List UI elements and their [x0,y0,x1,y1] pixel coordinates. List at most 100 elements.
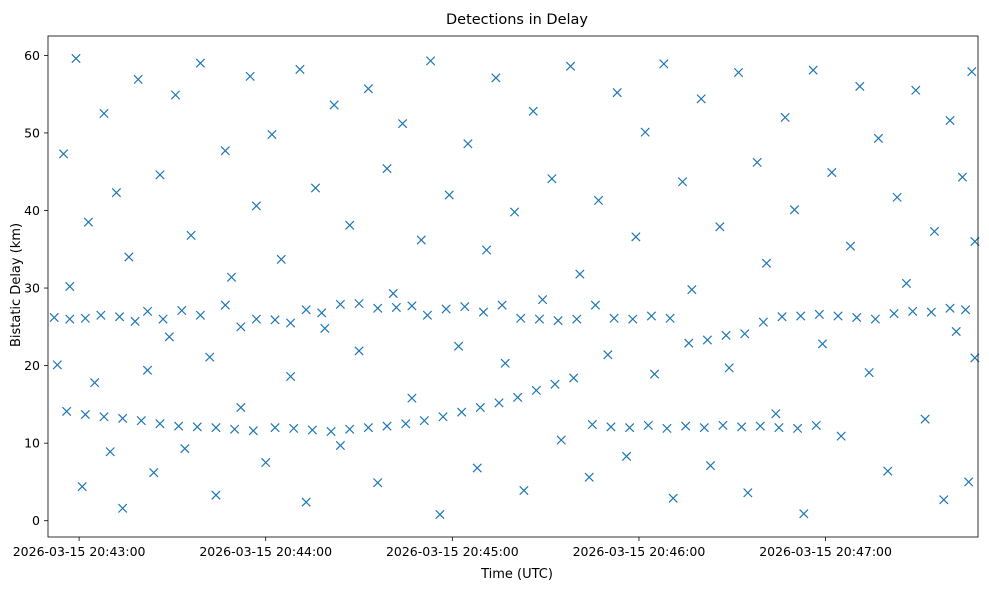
data-point [62,406,72,416]
data-point [758,317,769,327]
data-point [229,424,240,434]
x-tick-label: 2026-03-15 20:47:00 [759,544,892,559]
data-point [665,313,675,323]
data-point [391,302,401,313]
data-point [777,312,787,322]
data-point [659,59,669,69]
data-point [699,423,709,433]
data-point [382,163,392,174]
data-point [220,146,230,156]
data-point [513,392,523,403]
data-point [792,423,803,434]
data-point [441,304,451,314]
data-point [537,295,548,305]
data-point [285,318,296,328]
data-point [158,314,168,324]
data-point [911,85,921,95]
data-point [457,407,467,417]
data-point [799,509,809,519]
data-point [481,245,492,255]
data-point [407,393,417,403]
data-point [301,305,311,315]
data-point [733,67,744,78]
data-point [827,167,837,178]
data-point [236,402,246,413]
data-point [534,314,545,324]
data-point [326,426,336,437]
data-point [345,220,355,230]
data-point [550,379,560,389]
data-point [307,425,318,435]
data-point [864,367,874,378]
data-point [852,312,862,323]
data-point [401,419,411,429]
data-point [124,252,134,262]
data-point [354,346,364,356]
data-point [438,412,448,422]
data-point [407,301,417,311]
data-point [77,481,87,492]
data-point [721,330,731,340]
data-point [397,119,408,129]
data-point [211,490,221,500]
y-tick-label: 10 [24,436,40,451]
data-point [705,461,716,471]
data-point [609,313,619,323]
data-point [416,235,426,245]
data-point [715,222,725,232]
data-point [105,447,115,457]
data-point [789,205,800,215]
data-point [939,495,949,505]
data-point [631,232,641,242]
data-point [65,281,75,292]
data-point [453,341,464,351]
data-point [136,416,146,426]
y-tick-label: 0 [32,513,40,528]
y-tick-label: 20 [24,358,40,373]
data-point [687,284,697,295]
x-axis-label: Time (UTC) [480,567,553,582]
data-point [718,420,728,430]
data-point [96,310,106,320]
plot-frame [47,35,979,538]
data-point [553,315,563,326]
data-point [606,422,616,432]
data-point [170,90,181,100]
data-point [945,303,955,313]
data-point [740,329,750,339]
data-point [743,488,753,498]
data-point [575,269,585,279]
data-point [52,360,62,370]
data-point [382,421,392,431]
data-point [572,314,582,324]
data-point [114,312,125,322]
data-point [195,310,206,320]
data-point [752,157,762,168]
data-point [889,309,899,319]
y-tick-label: 30 [24,281,40,296]
data-point [373,303,383,313]
data-point [261,457,271,468]
data-points-group [49,53,980,520]
y-tick-label: 50 [24,125,40,140]
data-point [133,74,143,85]
data-point [491,73,501,83]
data-point [901,278,912,289]
data-point [142,306,153,316]
data-point [681,421,691,431]
chart-title: Detections in Delay [446,12,588,28]
data-point [509,207,520,217]
data-point [677,177,688,187]
data-point [929,226,940,237]
data-point [808,65,818,75]
data-point [80,313,90,323]
data-point [317,308,327,318]
data-point [625,423,635,433]
data-point [295,64,305,74]
data-point [967,67,977,77]
data-point [270,315,280,325]
data-point [463,139,473,149]
data-point [335,440,345,451]
data-point [419,416,429,426]
